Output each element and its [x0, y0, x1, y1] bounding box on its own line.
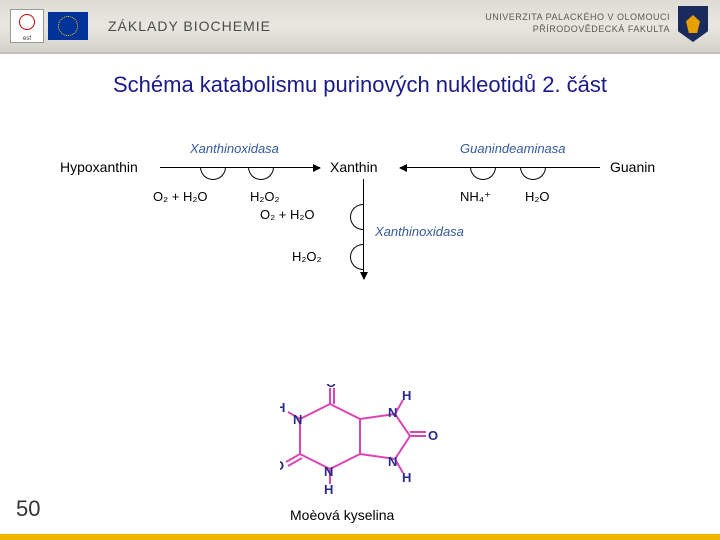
- enzyme-xanthinoxidasa-1: Xanthinoxidasa: [190, 141, 279, 156]
- atom-H-left: H: [280, 400, 285, 415]
- slide-content: Schéma katabolismu purinových nukleotidů…: [0, 54, 720, 534]
- atom-O-left: O: [280, 458, 284, 473]
- node-xanthin: Xanthin: [330, 159, 377, 175]
- university-block: UNIVERZITA PALACKÉHO V OLOMOUCI PŘÍRODOV…: [485, 6, 708, 42]
- reaction-diagram: Hypoxanthin Xanthin Guanin Xanthinoxidas…: [60, 149, 680, 509]
- atom-H-b2: H: [402, 470, 411, 485]
- arc-left-1: [200, 167, 226, 180]
- label-h2o2-2: H₂O₂: [292, 249, 322, 264]
- slide-header: esf ZÁKLADY BIOCHEMIE UNIVERZITA PALACKÉ…: [0, 0, 720, 54]
- enzyme-guanindeaminasa: Guanindeaminasa: [460, 141, 566, 156]
- slide-title: Schéma katabolismu purinových nukleotidů…: [0, 72, 720, 98]
- university-shield-icon: [678, 6, 708, 42]
- footer-accent-bar: [0, 534, 720, 540]
- atom-O-right: O: [428, 428, 438, 443]
- enzyme-xanthinoxidasa-2: Xanthinoxidasa: [375, 224, 464, 239]
- arrow-hypo-to-xanthin: [160, 167, 320, 168]
- node-guanin: Guanin: [610, 159, 655, 175]
- atom-N1: N: [293, 412, 302, 427]
- atom-O-top: O: [326, 384, 336, 390]
- label-nh4: NH₄⁺: [460, 189, 491, 205]
- atom-N-ring2: N: [388, 454, 397, 469]
- page-number: 50: [16, 496, 40, 522]
- esf-label: esf: [23, 36, 31, 42]
- atom-H-top2: H: [402, 388, 411, 403]
- arc-right-1: [470, 167, 496, 180]
- label-h2o2-1: H₂O₂: [250, 189, 280, 204]
- arrow-xanthin-down: [363, 179, 364, 279]
- arc-right-2: [520, 167, 546, 180]
- atom-N-ring1: N: [388, 405, 397, 420]
- atom-N3: N: [324, 464, 333, 479]
- university-text: UNIVERZITA PALACKÉHO V OLOMOUCI PŘÍRODOV…: [485, 12, 670, 35]
- eu-flag-icon: [48, 12, 88, 40]
- atom-H-b1: H: [324, 482, 333, 497]
- node-hypoxanthin: Hypoxanthin: [60, 159, 138, 175]
- label-h2o-right: H₂O: [525, 189, 550, 204]
- university-line1: UNIVERZITA PALACKÉHO V OLOMOUCI: [485, 12, 670, 24]
- arrow-guanin-to-xanthin: [400, 167, 600, 168]
- arc-vert-2: [350, 244, 363, 270]
- esf-logo: esf: [10, 9, 44, 43]
- product-label: Moèová kyselina: [290, 507, 394, 523]
- logo-group: esf: [10, 9, 88, 43]
- label-o2-h2o-2: O₂ + H₂O: [260, 207, 315, 222]
- uric-acid-structure: O H N O N H N H N H O: [280, 384, 470, 499]
- university-line2: PŘÍRODOVĚDECKÁ FAKULTA: [485, 24, 670, 36]
- eu-stars-icon: [58, 16, 78, 36]
- arc-left-2: [248, 167, 274, 180]
- arc-vert-1: [350, 204, 363, 230]
- shield-inner-icon: [686, 15, 700, 33]
- course-title: ZÁKLADY BIOCHEMIE: [108, 18, 271, 34]
- label-o2-h2o-1: O₂ + H₂O: [153, 189, 208, 204]
